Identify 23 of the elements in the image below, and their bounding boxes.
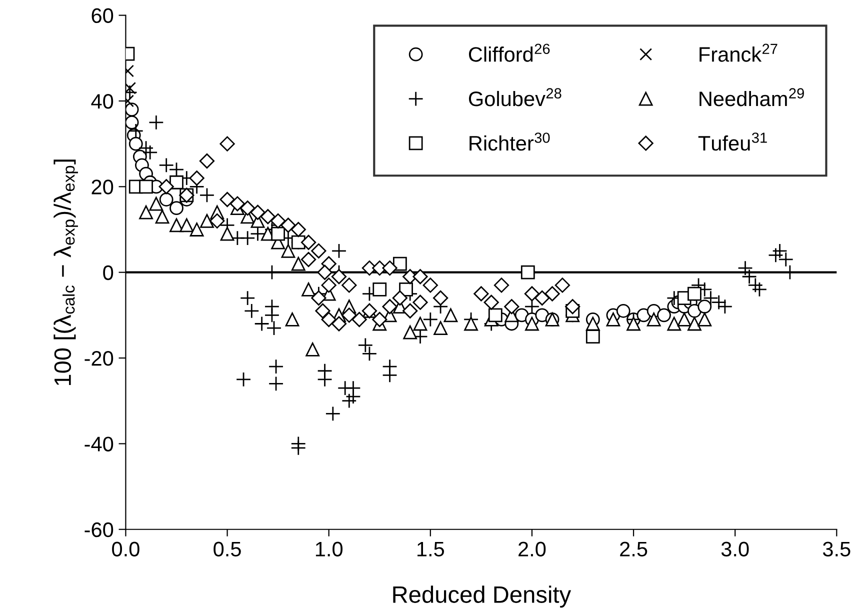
y-tick-label: -20 <box>84 351 114 366</box>
x-axis-title: Reduced Density <box>393 586 572 608</box>
legend-label: Golubev$^{28}$ <box>468 88 562 106</box>
x-tick-label: 3.5 <box>822 542 850 556</box>
x-tick-label: 1.5 <box>418 542 444 556</box>
y-tick-label: 40 <box>91 94 114 109</box>
y-tick-label: 20 <box>92 180 114 194</box>
legend-label: Richter$^{30}$ <box>470 132 550 151</box>
legend-label: Tufeu$^{31}$ <box>698 132 767 151</box>
y-tick-label: 60 <box>92 8 114 24</box>
x-tick-label: 1.0 <box>316 542 343 556</box>
x-tick-label: 2.0 <box>518 542 546 556</box>
y-tick-label: -40 <box>84 436 114 452</box>
y-tick-label: 0 <box>103 265 114 280</box>
legend-label: Needham$^{29}$ <box>700 88 804 106</box>
y-axis-title: 100 [(λ$_{calc}$ − λ$_{exp}$)/λ$_{exp}$] <box>54 160 78 386</box>
legend-label: Clifford$^{26}$ <box>468 44 550 62</box>
x-tick-label: 0.0 <box>112 542 140 556</box>
x-tick-label: 2.5 <box>620 542 648 556</box>
y-tick-label: -60 <box>84 522 114 538</box>
legend-label: Franck$^{27}$ <box>700 44 778 62</box>
x-tick-label: 0.5 <box>214 542 241 556</box>
x-tick-label: 3.0 <box>721 542 749 556</box>
